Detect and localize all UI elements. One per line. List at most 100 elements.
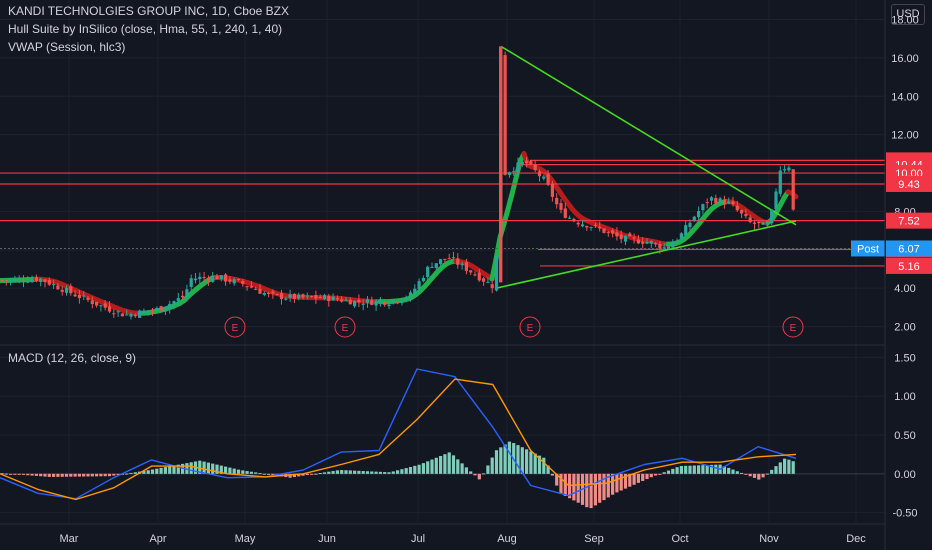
macd-histogram-bar	[563, 473, 567, 497]
price-tag-label: 7.52	[898, 216, 919, 228]
candle-body	[512, 171, 516, 173]
macd-histogram-bar	[348, 470, 352, 474]
price-tick-label: 4.00	[894, 283, 915, 295]
macd-histogram-bar	[215, 464, 219, 474]
macd-histogram-bar	[550, 473, 554, 476]
macd-histogram-bar	[107, 473, 112, 477]
macd-histogram-bar	[615, 473, 619, 493]
macd-histogram-bar	[331, 471, 335, 474]
candle-body	[598, 226, 602, 229]
macd-histogram-bar	[4, 473, 8, 475]
price-tag	[886, 212, 932, 229]
macd-histogram-bar	[163, 467, 167, 474]
candle-body	[99, 305, 103, 307]
macd-histogram-bar	[254, 472, 258, 474]
candle-body	[30, 279, 34, 282]
hull-segment	[501, 206, 511, 227]
macd-histogram-bar	[559, 473, 563, 494]
candle-body	[744, 213, 748, 217]
macd-histogram-bar	[516, 445, 520, 474]
candle-body	[542, 176, 546, 179]
candle-body	[138, 310, 142, 318]
macd-histogram-bar	[765, 473, 769, 475]
hull-indicator-label[interactable]: Hull Suite by InSilico (close, Hma, 55, …	[8, 22, 283, 36]
candle-body	[451, 257, 456, 259]
macd-histogram-bar	[52, 473, 56, 477]
vwap-indicator-label[interactable]: VWAP (Session, hlc3)	[8, 40, 126, 54]
month-tick-label: Dec	[846, 533, 866, 545]
macd-histogram-bar	[494, 450, 499, 474]
macd-histogram-bar	[73, 473, 77, 477]
currency-button[interactable]: USD	[891, 4, 925, 25]
macd-histogram-bar	[572, 473, 576, 501]
macd-histogram-bar	[666, 470, 671, 474]
price-tag-label: 5.16	[898, 261, 919, 273]
candle-body	[13, 278, 17, 282]
macd-histogram-bar	[374, 471, 378, 474]
earnings-marker-label: E	[342, 323, 349, 334]
candle-body	[697, 211, 701, 218]
candle-body	[791, 169, 795, 210]
candle-body	[103, 303, 107, 308]
earnings-marker-label: E	[527, 323, 534, 334]
month-tick-label: May	[235, 533, 256, 545]
candle-body	[26, 281, 30, 283]
candle-body	[722, 199, 726, 205]
macd-histogram-bar	[619, 473, 623, 491]
macd-histogram-bar	[417, 464, 421, 474]
candle-body	[383, 302, 387, 305]
candle-body	[520, 161, 524, 165]
macd-histogram-bar	[679, 466, 683, 474]
macd-histogram-bar	[86, 473, 90, 477]
candle-body	[189, 278, 193, 287]
candle-body	[636, 239, 640, 244]
candle-body	[460, 263, 464, 266]
hull-segment	[509, 175, 519, 197]
macd-histogram-bar	[378, 471, 382, 474]
candle-body	[576, 222, 580, 225]
candle-body	[292, 293, 296, 299]
candle-body	[374, 300, 378, 306]
candle-body	[47, 280, 51, 285]
macd-tick-label: 0.00	[894, 469, 915, 481]
candle-body	[555, 197, 559, 205]
candle-body	[219, 275, 223, 280]
macd-histogram-bar	[456, 459, 460, 474]
macd-indicator-label[interactable]: MACD (12, 26, close, 9)	[8, 351, 137, 365]
candle-body	[146, 311, 150, 313]
earnings-marker-icon	[334, 316, 356, 338]
triangle-trendlines[interactable]	[495, 45, 797, 289]
macd-histogram-bar	[258, 473, 262, 475]
macd-histogram-bar	[0, 473, 4, 475]
candle-body	[456, 258, 460, 265]
macd-histogram-bar	[271, 473, 275, 476]
macd-histogram-bar	[486, 465, 490, 474]
candle-body	[404, 298, 408, 300]
horizontal-levels[interactable]	[0, 159, 885, 267]
macd-histogram-bar	[335, 470, 339, 474]
candle-body	[60, 289, 64, 292]
candle-body	[718, 198, 722, 203]
candle-body	[90, 300, 94, 305]
candle-body	[129, 314, 133, 317]
candle-body	[705, 202, 709, 204]
month-tick-label: Mar	[60, 533, 79, 545]
candle-body	[4, 280, 8, 282]
candle-body	[262, 292, 266, 295]
macd-histogram-bar	[671, 468, 675, 474]
macd-histogram-bar	[125, 473, 129, 475]
time-axis[interactable]: Mar Apr May Jun Jul Aug Sep Oct Nov Dec	[0, 0, 886, 550]
candle-body	[378, 300, 382, 303]
candle-body	[486, 281, 490, 283]
candle-body	[17, 278, 21, 281]
month-tick-label: Aug	[497, 533, 517, 545]
macd-histogram-bar	[370, 471, 374, 474]
candle-body	[464, 262, 468, 271]
macd-histogram-bar	[387, 472, 391, 474]
macd-histogram-bar	[310, 473, 314, 475]
candle-body	[675, 240, 679, 242]
candle-body	[559, 203, 563, 210]
